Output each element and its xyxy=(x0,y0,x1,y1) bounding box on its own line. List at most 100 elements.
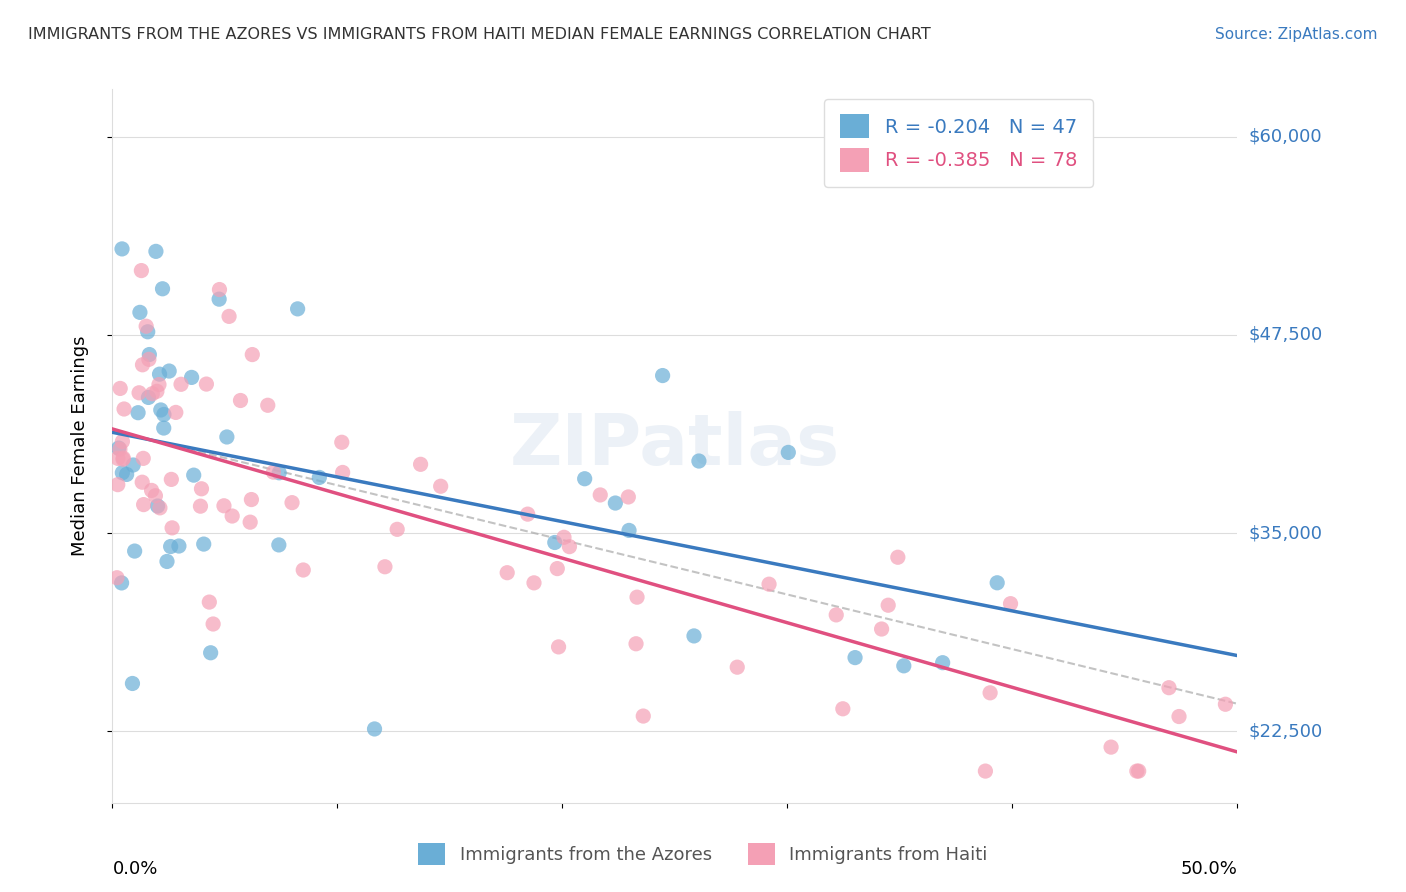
Immigrants from the Azores xyxy=(152,282,174,296)
Immigrants from the Azores xyxy=(159,540,181,554)
Immigrants from Haiti xyxy=(105,571,128,585)
Immigrants from Haiti xyxy=(1215,698,1237,712)
Immigrants from Haiti xyxy=(1128,764,1150,778)
Immigrants from Haiti xyxy=(221,508,243,523)
Text: $35,000: $35,000 xyxy=(1249,524,1323,542)
Y-axis label: Median Female Earnings: Median Female Earnings xyxy=(70,335,89,557)
Immigrants from the Azores xyxy=(153,408,176,422)
Immigrants from the Azores xyxy=(986,575,1008,590)
Immigrants from the Azores xyxy=(844,650,866,665)
Immigrants from the Azores xyxy=(308,470,330,484)
Immigrants from Haiti xyxy=(523,575,546,590)
Immigrants from the Azores xyxy=(200,646,222,660)
Text: Source: ZipAtlas.com: Source: ZipAtlas.com xyxy=(1215,27,1378,42)
Immigrants from Haiti xyxy=(138,352,160,367)
Immigrants from the Azores xyxy=(136,325,159,339)
Immigrants from the Azores xyxy=(605,496,627,510)
Immigrants from Haiti xyxy=(112,451,135,466)
Immigrants from Haiti xyxy=(385,522,408,536)
Text: IMMIGRANTS FROM THE AZORES VS IMMIGRANTS FROM HAITI MEDIAN FEMALE EARNINGS CORRE: IMMIGRANTS FROM THE AZORES VS IMMIGRANTS… xyxy=(28,27,931,42)
Immigrants from Haiti xyxy=(725,660,748,674)
Immigrants from Haiti xyxy=(131,475,153,490)
Immigrants from Haiti xyxy=(131,358,153,372)
Immigrants from Haiti xyxy=(107,451,129,466)
Immigrants from Haiti xyxy=(165,405,187,419)
Immigrants from the Azores xyxy=(145,244,167,259)
Immigrants from the Azores xyxy=(208,292,231,306)
Immigrants from Haiti xyxy=(1099,740,1122,755)
Immigrants from Haiti xyxy=(145,489,167,503)
Text: 50.0%: 50.0% xyxy=(1181,860,1237,878)
Immigrants from the Azores xyxy=(683,629,706,643)
Immigrants from the Azores xyxy=(115,467,138,482)
Immigrants from Haiti xyxy=(240,492,263,507)
Immigrants from the Azores xyxy=(617,524,640,538)
Immigrants from the Azores xyxy=(157,364,180,378)
Immigrants from Haiti xyxy=(108,381,131,395)
Immigrants from the Azores xyxy=(111,242,134,256)
Immigrants from Haiti xyxy=(208,283,231,297)
Immigrants from the Azores xyxy=(111,466,134,480)
Immigrants from Haiti xyxy=(831,702,853,716)
Immigrants from the Azores xyxy=(149,403,172,417)
Immigrants from the Azores xyxy=(127,406,149,420)
Immigrants from Haiti xyxy=(256,398,278,412)
Immigrants from Haiti xyxy=(633,709,655,723)
Immigrants from Haiti xyxy=(141,483,163,498)
Immigrants from Haiti xyxy=(546,561,568,575)
Immigrants from the Azores xyxy=(129,305,152,319)
Immigrants from Haiti xyxy=(190,499,212,513)
Immigrants from Haiti xyxy=(132,498,155,512)
Immigrants from Haiti xyxy=(198,595,221,609)
Immigrants from Haiti xyxy=(409,458,432,472)
Immigrants from Haiti xyxy=(624,637,647,651)
Immigrants from the Azores xyxy=(148,367,170,381)
Immigrants from the Azores xyxy=(269,466,291,480)
Immigrants from Haiti xyxy=(589,488,612,502)
Immigrants from the Azores xyxy=(138,347,160,361)
Immigrants from Haiti xyxy=(148,377,170,392)
Immigrants from Haiti xyxy=(332,466,354,480)
Immigrants from the Azores xyxy=(152,421,174,435)
Immigrants from Haiti xyxy=(1168,709,1191,723)
Immigrants from the Azores xyxy=(651,368,673,383)
Immigrants from Haiti xyxy=(170,377,193,392)
Immigrants from the Azores xyxy=(146,499,169,513)
Immigrants from Haiti xyxy=(107,477,129,491)
Immigrants from Haiti xyxy=(108,442,131,457)
Immigrants from Haiti xyxy=(626,590,648,604)
Immigrants from Haiti xyxy=(128,385,150,400)
Immigrants from Haiti xyxy=(496,566,519,580)
Legend: R = -0.204   N = 47, R = -0.385   N = 78: R = -0.204 N = 47, R = -0.385 N = 78 xyxy=(824,99,1092,187)
Immigrants from Haiti xyxy=(758,577,780,591)
Immigrants from Haiti xyxy=(146,384,169,399)
Immigrants from Haiti xyxy=(1000,597,1022,611)
Immigrants from Haiti xyxy=(212,499,235,513)
Immigrants from Haiti xyxy=(239,515,262,529)
Immigrants from the Azores xyxy=(110,576,132,591)
Immigrants from Haiti xyxy=(111,434,134,449)
Immigrants from the Azores xyxy=(122,458,145,472)
Text: $47,500: $47,500 xyxy=(1249,326,1323,344)
Immigrants from the Azores xyxy=(167,539,190,553)
Immigrants from the Azores xyxy=(363,722,385,736)
Immigrants from Haiti xyxy=(292,563,315,577)
Immigrants from the Azores xyxy=(574,472,596,486)
Immigrants from Haiti xyxy=(240,348,263,362)
Immigrants from the Azores xyxy=(778,445,800,459)
Immigrants from Haiti xyxy=(429,479,451,493)
Text: ZIPatlas: ZIPatlas xyxy=(510,411,839,481)
Immigrants from Haiti xyxy=(131,263,153,277)
Immigrants from Haiti xyxy=(887,550,910,565)
Immigrants from the Azores xyxy=(893,658,915,673)
Immigrants from Haiti xyxy=(1126,764,1149,778)
Immigrants from Haiti xyxy=(262,465,284,479)
Immigrants from Haiti xyxy=(330,435,353,450)
Immigrants from Haiti xyxy=(135,319,157,334)
Immigrants from Haiti xyxy=(825,607,848,622)
Immigrants from Haiti xyxy=(149,500,172,515)
Immigrants from Haiti xyxy=(112,402,135,417)
Immigrants from Haiti xyxy=(1157,681,1180,695)
Immigrants from Haiti xyxy=(617,490,640,504)
Immigrants from Haiti xyxy=(558,540,581,554)
